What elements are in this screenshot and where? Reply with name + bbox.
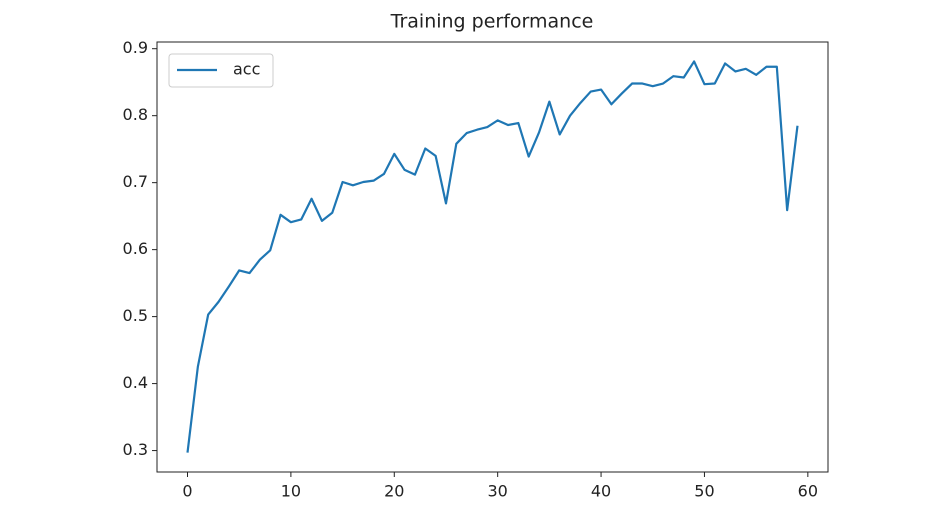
- y-tick-label: 0.7: [123, 172, 148, 191]
- plot-frame: [156, 41, 829, 473]
- x-tick-label: 10: [281, 482, 301, 501]
- x-tick-label: 30: [487, 482, 507, 501]
- chart-title: Training performance: [390, 11, 594, 33]
- x-tick-label: 0: [182, 482, 192, 501]
- y-tick-label: 0.8: [123, 105, 148, 124]
- y-tick-label: 0.5: [123, 306, 148, 325]
- x-tick-label: 40: [591, 482, 611, 501]
- line-series: [186, 60, 799, 453]
- y-tick-label: 0.4: [123, 373, 148, 392]
- x-tick-label: 20: [384, 482, 404, 501]
- x-tick-label: 60: [798, 482, 818, 501]
- legend-box: [168, 53, 274, 88]
- x-tick-label: 50: [694, 482, 714, 501]
- y-tick-label: 0.3: [123, 440, 148, 459]
- y-tick-label: 0.9: [123, 38, 148, 57]
- legend-label: acc: [233, 60, 260, 79]
- y-tick-label: 0.6: [123, 239, 148, 258]
